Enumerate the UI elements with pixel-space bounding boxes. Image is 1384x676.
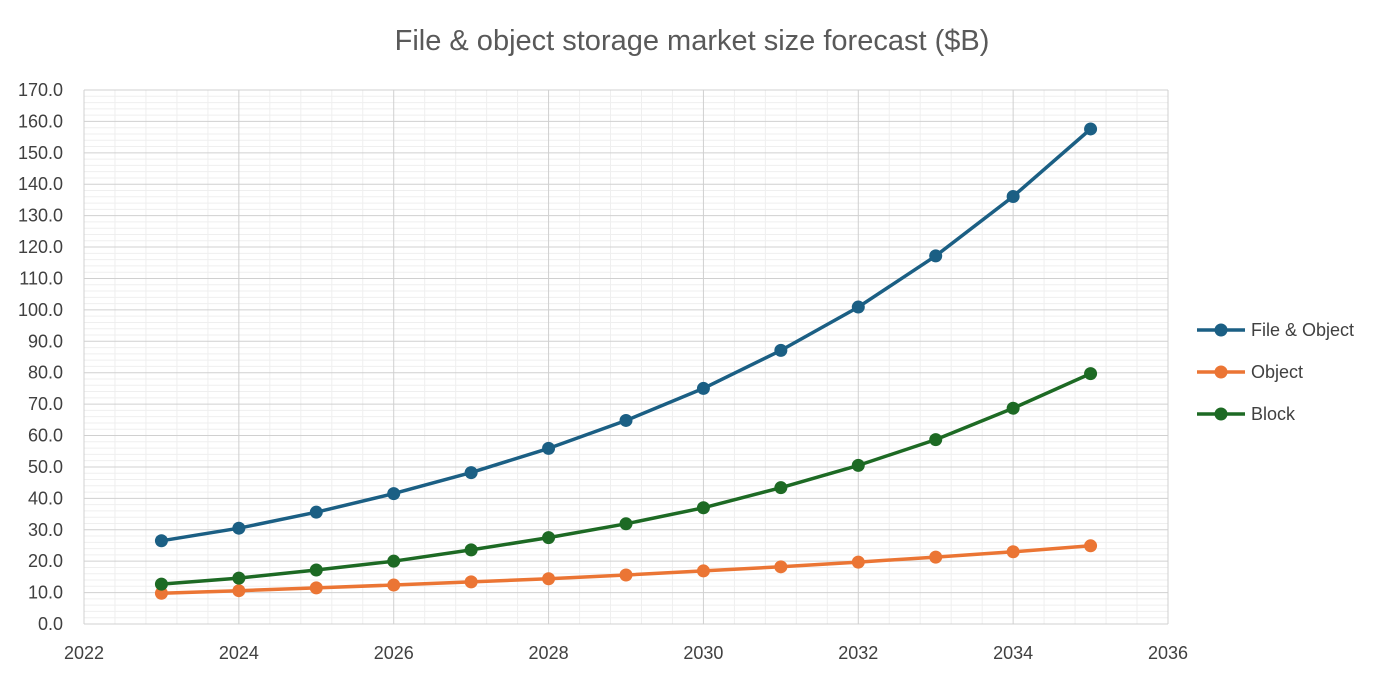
- x-tick-label: 2030: [683, 643, 723, 663]
- y-tick-label: 120.0: [18, 237, 63, 257]
- data-point: [232, 584, 246, 598]
- data-point: [929, 433, 943, 447]
- data-point: [1006, 189, 1020, 203]
- y-tick-label: 20.0: [28, 551, 63, 571]
- y-tick-label: 80.0: [28, 363, 63, 383]
- data-point: [309, 581, 323, 595]
- y-tick-label: 150.0: [18, 143, 63, 163]
- data-point: [619, 517, 633, 531]
- y-tick-label: 30.0: [28, 520, 63, 540]
- y-tick-label: 10.0: [28, 583, 63, 603]
- legend: File & Object Object Block: [1197, 320, 1354, 424]
- y-tick-label: 90.0: [28, 331, 63, 351]
- data-point: [542, 531, 556, 545]
- data-point: [1006, 401, 1020, 415]
- x-tick-label: 2028: [529, 643, 569, 663]
- data-point: [1084, 539, 1098, 553]
- x-tick-label: 2024: [219, 643, 259, 663]
- legend-label: File & Object: [1251, 320, 1354, 340]
- y-tick-label: 70.0: [28, 394, 63, 414]
- legend-marker: [1214, 407, 1228, 421]
- legend-label: Object: [1251, 362, 1303, 382]
- data-point: [929, 249, 943, 263]
- data-point: [696, 564, 710, 578]
- data-point: [387, 554, 401, 568]
- data-point: [1084, 367, 1098, 381]
- y-tick-label: 170.0: [18, 80, 63, 100]
- data-point: [696, 381, 710, 395]
- minor-gridlines: [84, 90, 1168, 624]
- series-object: [154, 539, 1098, 600]
- legend-item: Block: [1197, 404, 1296, 424]
- data-point: [929, 550, 943, 564]
- series-block: [154, 367, 1098, 591]
- major-gridlines: [83, 89, 1169, 625]
- y-tick-label: 140.0: [18, 174, 63, 194]
- series-layer: [154, 122, 1098, 600]
- y-tick-label: 160.0: [18, 111, 63, 131]
- data-point: [387, 487, 401, 501]
- data-point: [154, 577, 168, 591]
- data-point: [309, 505, 323, 519]
- data-point: [464, 466, 478, 480]
- x-tick-label: 2032: [838, 643, 878, 663]
- data-point: [1084, 122, 1098, 136]
- x-tick-label: 2036: [1148, 643, 1188, 663]
- data-point: [619, 568, 633, 582]
- data-point: [774, 343, 788, 357]
- y-tick-label: 60.0: [28, 426, 63, 446]
- x-tick-label: 2026: [374, 643, 414, 663]
- legend-marker: [1214, 323, 1228, 337]
- data-point: [154, 534, 168, 548]
- x-axis-tick-labels: 2022 2024 2026 2028 2030 2032 2034 2036: [64, 643, 1188, 663]
- y-tick-label: 110.0: [19, 268, 63, 288]
- legend-item: Object: [1197, 362, 1303, 382]
- data-point: [619, 413, 633, 427]
- legend-label: Block: [1251, 404, 1296, 424]
- data-point: [696, 501, 710, 515]
- legend-marker: [1214, 365, 1228, 379]
- y-tick-label: 50.0: [28, 457, 63, 477]
- data-point: [542, 441, 556, 455]
- data-point: [232, 571, 246, 585]
- chart-title: File & object storage market size foreca…: [395, 25, 990, 57]
- data-point: [851, 300, 865, 314]
- data-point: [232, 521, 246, 535]
- y-tick-label: 40.0: [28, 488, 63, 508]
- y-tick-label: 0.0: [38, 614, 63, 634]
- data-point: [774, 560, 788, 574]
- x-tick-label: 2034: [993, 643, 1033, 663]
- data-point: [154, 586, 168, 600]
- data-point: [464, 543, 478, 557]
- x-tick-label: 2022: [64, 643, 104, 663]
- data-point: [851, 458, 865, 472]
- data-point: [774, 481, 788, 495]
- y-tick-label: 130.0: [18, 206, 63, 226]
- y-axis-tick-labels: 0.0 10.0 20.0 30.0 40.0 50.0 60.0 70.0 80.0 90.0 1…: [18, 80, 63, 634]
- legend-item: File & Object: [1197, 320, 1354, 340]
- data-point: [851, 555, 865, 569]
- series-file-object: [154, 122, 1098, 548]
- y-tick-label: 100.0: [18, 300, 63, 320]
- data-point: [542, 572, 556, 586]
- data-point: [387, 578, 401, 592]
- data-point: [464, 575, 478, 589]
- data-point: [309, 563, 323, 577]
- data-point: [1006, 545, 1020, 559]
